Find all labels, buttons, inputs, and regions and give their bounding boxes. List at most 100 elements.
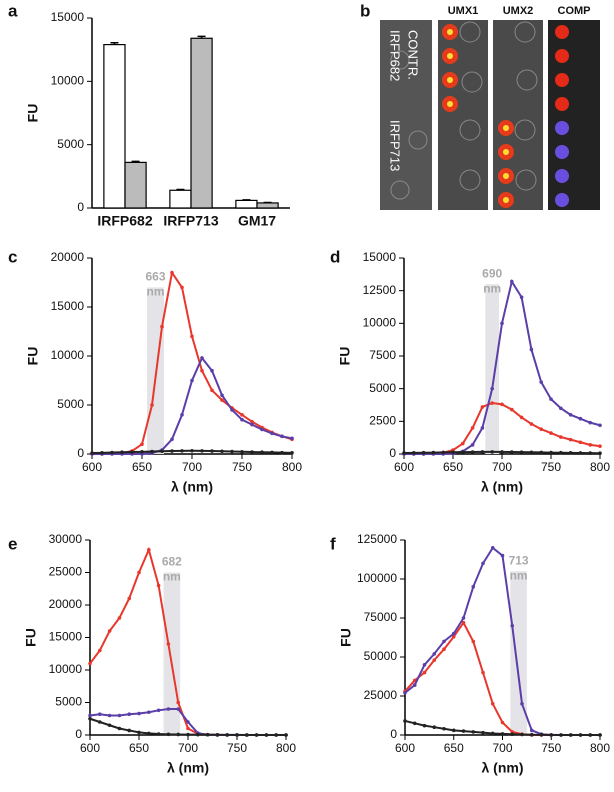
data-point: [490, 450, 495, 454]
data-point: [490, 702, 495, 706]
data-point: [490, 546, 495, 550]
data-point: [98, 648, 102, 653]
panel-letter: c: [8, 247, 17, 266]
data-point: [137, 570, 141, 575]
data-point: [147, 547, 151, 552]
data-point: [588, 733, 593, 737]
data-point: [510, 450, 514, 454]
data-point: [117, 713, 122, 718]
data-point: [90, 451, 94, 455]
data-point: [210, 368, 214, 373]
y-axis-title: FU: [23, 628, 39, 647]
image-strip: [380, 20, 432, 210]
data-point: [88, 716, 92, 721]
data-point: [200, 368, 204, 373]
data-point: [402, 451, 406, 455]
data-point: [117, 616, 122, 620]
data-point: [200, 449, 204, 453]
data-point: [461, 620, 466, 625]
data-point: [422, 670, 427, 675]
data-point: [284, 733, 288, 737]
y-tick-label: 100000: [357, 571, 397, 585]
data-point: [176, 700, 180, 705]
data-point: [480, 426, 485, 430]
y-tick-label: 125000: [357, 532, 397, 546]
data-point: [441, 450, 446, 455]
data-point: [598, 733, 602, 737]
data-point: [568, 451, 573, 455]
panel-letter: e: [8, 534, 17, 553]
data-point: [156, 732, 161, 736]
x-tick-label: IRFP682: [97, 213, 152, 229]
data-point: [137, 711, 141, 716]
data-point: [490, 401, 495, 405]
data-point: [190, 378, 194, 383]
data-point: [280, 434, 284, 439]
data-point: [150, 403, 154, 407]
data-point: [559, 435, 563, 439]
x-tick-label: 650: [129, 741, 149, 755]
y-tick-label: 5000: [57, 137, 84, 151]
data-point: [110, 450, 114, 455]
data-point: [529, 450, 534, 455]
data-point: [549, 431, 553, 435]
x-axis-title: λ (nm): [167, 760, 209, 776]
data-point: [250, 450, 254, 454]
data-point: [220, 393, 224, 398]
row-label: CONTR.: [406, 30, 421, 80]
data-point: [422, 663, 427, 667]
data-point: [180, 413, 184, 417]
panel-letter: f: [330, 534, 336, 553]
data-point: [130, 450, 134, 454]
band-label: 663: [145, 270, 165, 284]
data-point: [210, 449, 214, 453]
y-tick-label: 15000: [51, 10, 85, 24]
data-point: [451, 631, 456, 636]
error-bar: [197, 35, 206, 39]
x-tick-label: 650: [443, 460, 463, 474]
data-point: [186, 726, 190, 731]
x-tick-label: 750: [227, 741, 247, 755]
data-point: [186, 732, 190, 737]
data-point: [432, 725, 437, 729]
x-tick-label: 800: [276, 741, 296, 755]
x-tick-label: 600: [394, 460, 414, 474]
data-point: [225, 733, 229, 737]
x-tick-label: 750: [232, 460, 252, 474]
x-tick-label: 600: [82, 460, 102, 474]
data-point: [127, 596, 131, 601]
x-tick-label: 750: [541, 460, 561, 474]
data-point: [500, 720, 505, 725]
data-point: [471, 639, 476, 644]
data-point: [200, 356, 204, 360]
y-tick-label: 0: [77, 446, 84, 460]
image-strip: [438, 20, 488, 210]
data-point: [235, 733, 239, 737]
error-bar: [131, 160, 140, 163]
data-point: [290, 436, 294, 441]
y-tick-label: 5000: [55, 695, 82, 709]
data-point: [250, 419, 254, 424]
data-point: [578, 416, 583, 421]
y-tick-label: 10000: [49, 662, 83, 676]
data-point: [520, 702, 524, 706]
data-point: [451, 450, 455, 455]
data-point: [470, 443, 475, 447]
data-point: [107, 713, 112, 718]
data-point: [215, 733, 220, 737]
column-header: UMX2: [503, 5, 534, 17]
data-point: [220, 449, 224, 454]
data-point: [568, 437, 573, 442]
data-point: [264, 733, 269, 737]
data-point: [529, 347, 534, 352]
data-point: [190, 448, 194, 453]
data-point: [549, 450, 553, 455]
data-point: [100, 451, 104, 455]
data-point: [490, 386, 495, 391]
spectrum-line: [404, 546, 600, 736]
y-axis-title: FU: [338, 628, 354, 647]
y-tick-label: 15000: [51, 299, 85, 313]
data-point: [140, 442, 144, 447]
y-tick-label: 0: [390, 727, 397, 741]
x-tick-label: 700: [182, 460, 202, 474]
